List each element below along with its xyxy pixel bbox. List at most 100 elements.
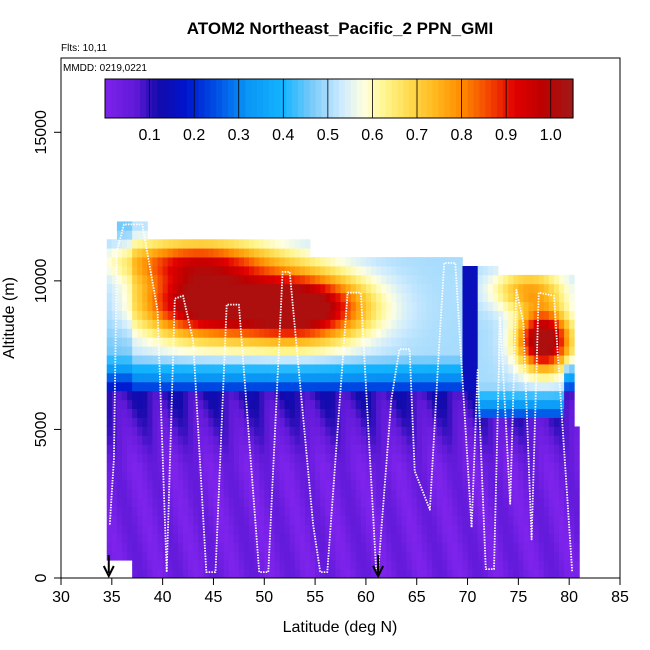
heatmap-cell [157,533,164,543]
heatmap-cell [320,542,326,552]
heatmap-cell [203,497,209,508]
heatmap-cell [457,435,463,445]
heatmap-cell [538,399,545,410]
heatmap-cell [533,417,540,427]
heatmap-cell [264,390,270,401]
heatmap-cell [137,221,143,231]
heatmap-cell [335,399,341,410]
heatmap-cell [238,479,245,490]
heatmap-cell [193,524,199,534]
heatmap-cell [254,301,260,311]
heatmap-cell [198,444,204,454]
heatmap-cell [294,319,301,329]
heatmap-cell [442,399,448,410]
heatmap-cell [340,524,346,534]
heatmap-cell [442,488,448,499]
heatmap-cell [467,417,474,427]
heatmap-cell [152,453,158,463]
heatmap-cell [421,390,428,401]
heatmap-cell [193,479,199,490]
heatmap-cell [249,524,255,534]
heatmap-cell [406,408,413,418]
heatmap-cell [396,372,402,383]
heatmap-cell [355,524,362,534]
heatmap-cell [487,569,494,578]
heatmap-cell [345,346,352,356]
heatmap-cell [426,310,433,320]
heatmap-cell [335,274,341,285]
heatmap-cell [152,444,158,454]
heatmap-cell [553,381,560,392]
heatmap-cell [162,417,169,427]
heatmap-cell [574,462,580,472]
colorbar-segment [280,79,287,118]
heatmap-cell [172,408,179,418]
heatmap-cell [106,248,113,258]
heatmap-cell [289,283,296,294]
heatmap-cell [518,346,524,356]
heatmap-cell [503,390,509,401]
heatmap-cell [259,346,265,356]
heatmap-cell [249,551,255,561]
heatmap-cell [127,471,133,481]
heatmap-cell [548,346,555,356]
heatmap-cell [452,390,458,401]
x-tick-label: 75 [509,589,527,606]
heatmap-cell [243,417,250,427]
heatmap-cell [335,390,341,401]
heatmap-cell [269,471,275,481]
x-tick-label: 30 [52,589,70,606]
heatmap-cell [416,569,423,578]
heatmap-cell [543,372,550,383]
heatmap-cell [553,435,560,445]
heatmap-cell [442,337,448,347]
colorbar-segment [122,79,129,118]
heatmap-cell [310,364,316,374]
heatmap-cell [513,372,519,383]
heatmap-cell [121,221,128,231]
heatmap-cell [289,328,296,338]
heatmap-cell [157,444,164,454]
heatmap-cell [340,488,346,499]
heatmap-cell [365,408,372,418]
heatmap-cell [238,381,245,392]
heatmap-cell [228,417,235,427]
heatmap-cell [574,542,580,552]
heatmap-cell [264,506,270,516]
heatmap-cell [508,390,514,401]
heatmap-cell [228,355,235,365]
heatmap-cell [376,462,382,472]
heatmap-cell [320,515,326,525]
heatmap-cell [294,390,301,401]
heatmap-cell [147,462,153,472]
heatmap-cell [462,274,468,285]
heatmap-cell [188,355,194,365]
heatmap-cell [177,248,184,258]
heatmap-cell [543,355,550,365]
heatmap-cell [472,551,479,561]
heatmap-cell [559,426,565,436]
heatmap-cell [538,381,545,392]
heatmap-cell [238,551,245,561]
heatmap-cell [218,292,225,303]
heatmap-cell [299,301,306,311]
heatmap-cell [406,372,413,383]
heatmap-cell [111,274,118,285]
heatmap-cell [152,497,158,508]
heatmap-cell [569,399,575,410]
heatmap-cell [482,355,489,365]
heatmap-cell [274,248,280,258]
heatmap-cell [137,497,143,508]
heatmap-cell [508,560,514,570]
heatmap-cell [223,364,230,374]
heatmap-cell [289,417,296,427]
heatmap-cell [116,399,123,410]
x-tick-label: 55 [306,589,324,606]
heatmap-cell [188,488,194,499]
heatmap-cell [315,560,321,570]
heatmap-cell [127,515,133,525]
heatmap-cell [269,372,275,383]
heatmap-cell [482,515,489,525]
heatmap-cell [213,417,219,427]
heatmap-cell [304,390,311,401]
